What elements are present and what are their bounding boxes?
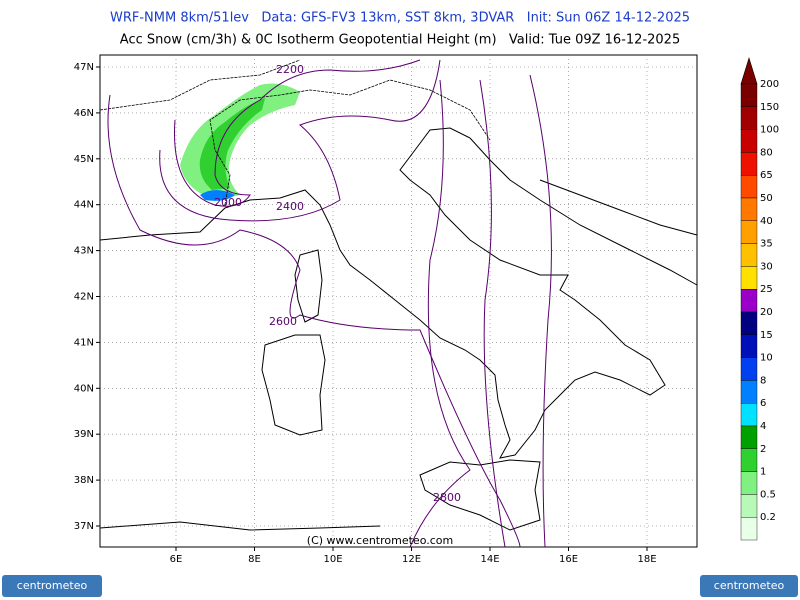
colorbar-label: 200: [760, 79, 779, 90]
colorbar-swatch: [740, 289, 758, 313]
colorbar-swatch: [740, 129, 758, 153]
colorbar-swatch: [740, 220, 758, 244]
contour-label: 2800: [433, 491, 461, 504]
colorbar-label: 80: [760, 147, 773, 158]
colorbar-swatch: [740, 403, 758, 427]
coastline: [539, 179, 698, 236]
lat-label: 41N: [74, 337, 94, 348]
colorbar-label: 40: [760, 216, 773, 227]
colorbar-swatch: [740, 494, 758, 518]
logo-badge: [700, 575, 798, 597]
contour: [174, 59, 421, 207]
colorbar-swatch: [740, 425, 758, 449]
logo-text: centrometeo: [714, 579, 785, 592]
contour: [159, 59, 441, 222]
contour-label: 2400: [276, 200, 304, 213]
graticule: [96, 55, 697, 551]
contour: [479, 79, 506, 548]
lat-label: 45N: [74, 154, 94, 165]
colorbar-label: 35: [760, 239, 773, 250]
colorbar-label: 15: [760, 330, 773, 341]
colorbar-swatch: [740, 174, 758, 199]
lon-label: 10E: [323, 554, 342, 565]
lon-label: 18E: [637, 554, 656, 565]
colorbar-label: 6: [760, 398, 766, 409]
lat-label: 40N: [74, 383, 94, 394]
contour-label: 2200: [276, 63, 304, 76]
colorbar-swatch: [740, 83, 758, 107]
colorbar-swatch: [740, 357, 758, 381]
logo-badge: [2, 575, 102, 597]
colorbar-swatch: [740, 311, 758, 335]
lon-label: 14E: [480, 554, 499, 565]
colorbar-label: 4: [760, 421, 766, 432]
lat-label: 37N: [74, 521, 94, 532]
lon-label: 6E: [170, 554, 183, 565]
colorbar-label: 150: [760, 102, 779, 113]
colorbar-swatch: [740, 106, 758, 130]
copyright: (C) www.centrometeo.com: [307, 534, 453, 547]
colorbar-swatch: [740, 334, 758, 358]
map-frame: [99, 54, 698, 548]
colorbar-swatch: [740, 266, 758, 290]
lat-label: 38N: [74, 475, 94, 486]
sardinia: [261, 334, 326, 436]
colorbar-label: 100: [760, 125, 779, 136]
subtitle: Acc Snow (cm/3h) & 0C Isotherm Geopotent…: [120, 33, 680, 48]
colorbar-label: 1: [760, 467, 766, 478]
colorbar-label: 25: [760, 284, 773, 295]
map: 2200 2000 2400 2600 2800 (C) www.centrom…: [96, 54, 698, 551]
colorbar-label: 2: [760, 444, 766, 455]
colorbar-swatch: [740, 152, 758, 176]
colorbar-label: 10: [760, 353, 773, 364]
lat-label: 39N: [74, 429, 94, 440]
contour: [107, 94, 521, 548]
colorbar-swatch: [740, 243, 758, 267]
sicily: [419, 459, 541, 531]
colorbar-label: 20: [760, 307, 773, 318]
colorbar: 200 150 100 80 65 50 40 35 30 25 20 15 10 8 6 4 2 1 0.5 0.2: [740, 56, 779, 541]
colorbar-label: 30: [760, 261, 773, 272]
colorbar-swatch: [740, 448, 758, 472]
coastline: [99, 127, 666, 459]
contour-label: 2600: [269, 315, 297, 328]
colorbar-label: 65: [760, 170, 773, 181]
lon-label: 12E: [402, 554, 421, 565]
lon-label: 8E: [248, 554, 261, 565]
logo-left[interactable]: centrometeo: [2, 575, 102, 597]
contour: [529, 74, 552, 548]
colorbar-label: 0.5: [760, 489, 776, 500]
lat-label: 47N: [74, 62, 94, 73]
coastline: [469, 137, 698, 286]
snow-area: [199, 98, 265, 190]
lat-label: 42N: [74, 292, 94, 303]
colorbar-label: 0.2: [760, 512, 776, 523]
title: WRF-NMM 8km/51lev Data: GFS-FV3 13km, SS…: [110, 11, 690, 26]
logo-right[interactable]: centrometeo: [700, 575, 798, 597]
colorbar-swatch: [740, 197, 758, 221]
lat-label: 43N: [74, 246, 94, 257]
lon-label: 16E: [559, 554, 578, 565]
contour: [409, 79, 471, 548]
colorbar-label: 50: [760, 193, 773, 204]
lat-label: 46N: [74, 108, 94, 119]
colorbar-swatch: [740, 380, 758, 404]
contour-label: 2000: [214, 196, 242, 209]
colorbar-label: 8: [760, 375, 766, 386]
coastline: [99, 521, 381, 531]
colorbar-swatch: [740, 471, 758, 495]
lat-label: 44N: [74, 200, 94, 211]
colorbar-swatch: [740, 517, 758, 541]
colorbar-arrow: [740, 56, 758, 85]
logo-text: centrometeo: [17, 579, 88, 592]
